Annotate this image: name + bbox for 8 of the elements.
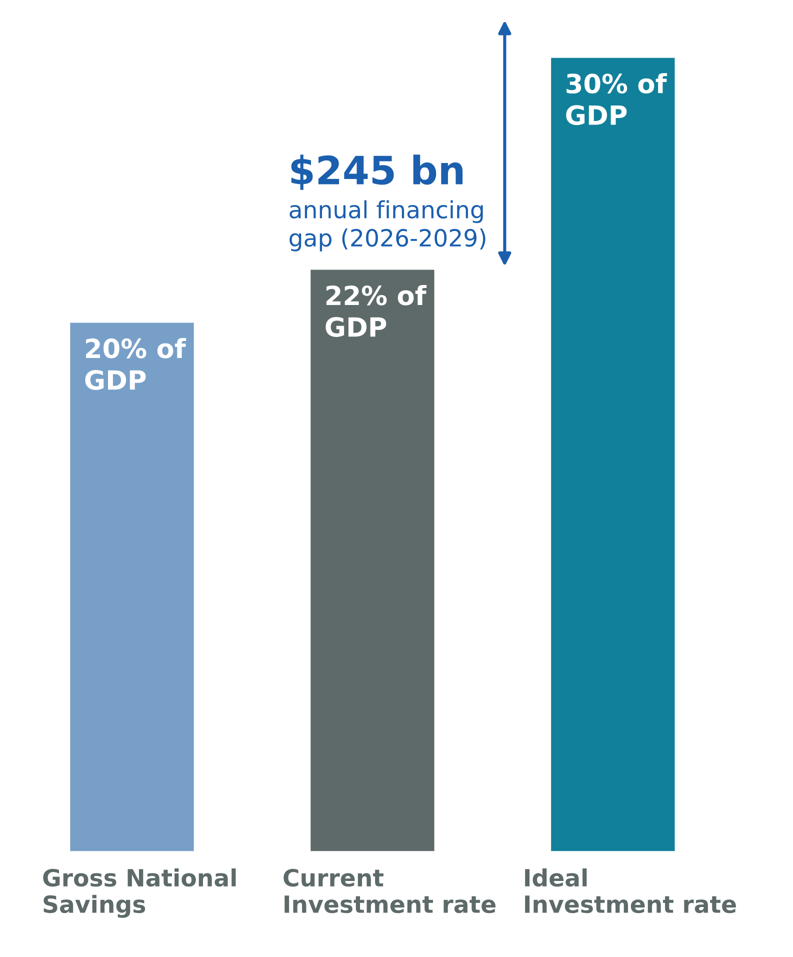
x-tick-label: Gross National Savings xyxy=(43,868,236,918)
annotation: $245 bn xyxy=(291,154,463,190)
annotation: annual financing gap (2026-2029) xyxy=(290,200,486,252)
x-tick-label: Ideal Investment rate xyxy=(525,868,736,914)
data-label: 22% of GDP xyxy=(326,284,427,337)
x-tick-label: Current Investment rate xyxy=(284,868,496,914)
data-label: 30% of GDP xyxy=(566,73,668,126)
data-label: 20% of GDP xyxy=(85,338,186,390)
